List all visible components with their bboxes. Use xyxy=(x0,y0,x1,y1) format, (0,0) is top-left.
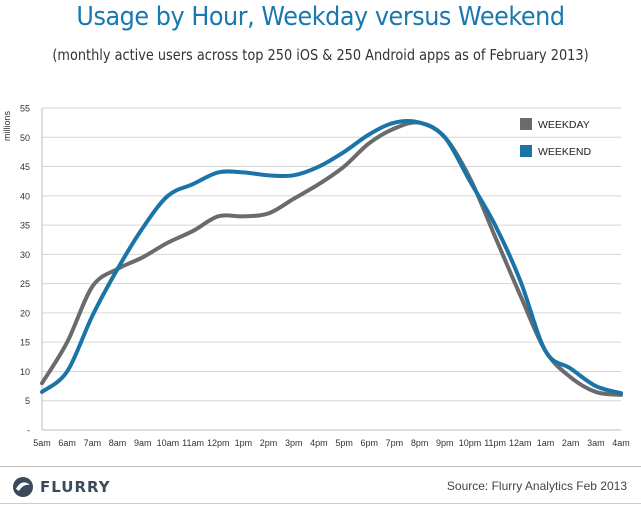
x-tick-label: 2pm xyxy=(260,438,278,448)
y-tick-label: 10 xyxy=(20,367,30,377)
x-tick-label: 5pm xyxy=(335,438,353,448)
y-tick-label: 30 xyxy=(20,250,30,260)
x-tick-label: 4am xyxy=(612,438,630,448)
y-tick-label: 50 xyxy=(20,133,30,143)
footer-divider xyxy=(0,466,641,467)
y-tick-label: 15 xyxy=(20,338,30,348)
x-tick-label: 12am xyxy=(509,438,532,448)
x-tick-label: 8pm xyxy=(411,438,429,448)
series-line-weekend xyxy=(40,118,623,396)
x-tick-label: 1am xyxy=(537,438,555,448)
x-tick-label: 6am xyxy=(58,438,76,448)
brand-name: FLURRY xyxy=(40,478,111,496)
y-tick-label: - xyxy=(27,426,30,436)
x-tick-label: 3am xyxy=(587,438,605,448)
x-tick-label: 2am xyxy=(562,438,580,448)
brand-logo: FLURRY xyxy=(12,476,111,498)
y-tick-label: 35 xyxy=(20,221,30,231)
x-tick-label: 4pm xyxy=(310,438,328,448)
chart-title: Usage by Hour, Weekday versus Weekend xyxy=(76,2,565,32)
source-note: Source: Flurry Analytics Feb 2013 xyxy=(446,479,627,493)
legend-label-weekday: WEEKDAY xyxy=(538,119,590,131)
x-tick-label: 9am xyxy=(134,438,152,448)
x-tick-label: 8am xyxy=(109,438,127,448)
x-tick-label: 6pm xyxy=(361,438,379,448)
x-tick-label: 9pm xyxy=(436,438,454,448)
flurry-logo-icon xyxy=(13,477,33,497)
y-axis-label: millions xyxy=(2,111,12,142)
legend-swatch-weekend xyxy=(520,145,532,157)
y-tick-label: 5 xyxy=(25,396,30,406)
x-tick-label: 7pm xyxy=(386,438,404,448)
y-tick-label: 55 xyxy=(20,104,30,114)
x-tick-label: 10pm xyxy=(459,438,482,448)
y-tick-label: 20 xyxy=(20,308,30,318)
x-tick-label: 11am xyxy=(182,438,204,448)
x-tick-label: 12pm xyxy=(207,438,230,448)
y-tick-label: 25 xyxy=(20,279,30,289)
x-tick-label: 3pm xyxy=(285,438,303,448)
y-tick-label: 45 xyxy=(20,162,30,172)
series-line-weekday xyxy=(40,120,623,397)
y-tick-label: 40 xyxy=(20,191,30,201)
x-tick-label: 5am xyxy=(33,438,51,448)
chart-subtitle: (monthly active users across top 250 iOS… xyxy=(52,46,589,64)
legend-label-weekend: WEEKEND xyxy=(538,146,592,158)
legend-swatch-weekday xyxy=(520,118,532,130)
x-tick-label: 7am xyxy=(84,438,102,448)
x-tick-label: 10am xyxy=(157,438,180,448)
footer-bottom-rule xyxy=(0,503,641,504)
x-tick-label: 11pm xyxy=(484,438,506,448)
usage-line-chart: - 5 10 15 20 25 30 35 40 45 50 55 millions 5am 6am 7am 8… xyxy=(2,104,630,449)
x-tick-label: 1pm xyxy=(235,438,253,448)
